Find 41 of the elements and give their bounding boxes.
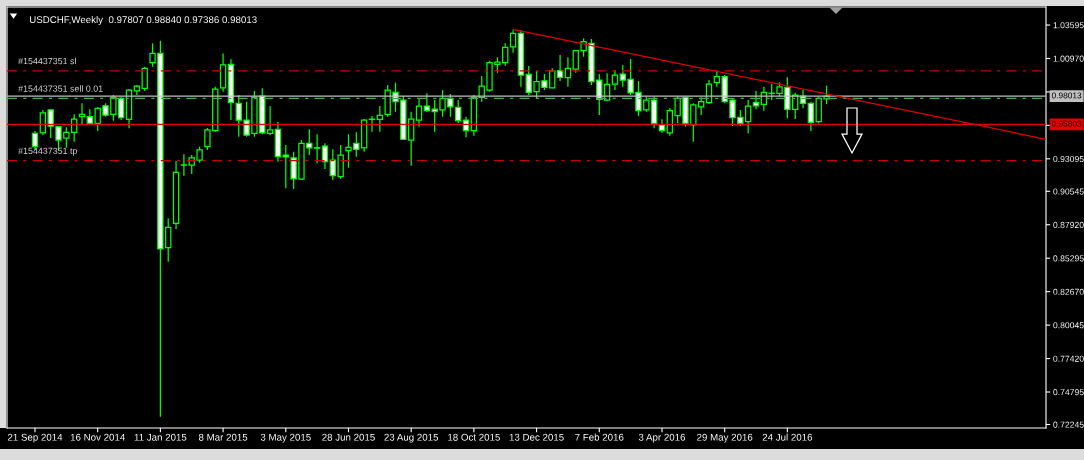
y-tick-label: 0.90545 <box>1053 188 1084 195</box>
x-tick-label: 16 Nov 2014 <box>70 433 125 441</box>
candlestick <box>180 153 188 177</box>
y-tick-label: 0.72245 <box>1053 421 1084 428</box>
x-tick-label: 21 Sep 2014 <box>7 433 63 443</box>
x-tick-label: 13 Dec 2015 <box>509 433 564 441</box>
x-tick-label: 3 May 2015 <box>260 433 311 443</box>
candlestick <box>219 52 227 93</box>
y-tick-label: 0.80045 <box>1053 322 1084 329</box>
candlestick <box>556 54 564 82</box>
y-tick-label: 1.00970 <box>1053 55 1084 62</box>
x-tick-label: 29 May 2016 <box>697 433 753 443</box>
x-tick-label: 28 Jun 2015 <box>322 433 375 441</box>
candlestick <box>376 105 384 133</box>
ref-line-label: #154437351 tp <box>18 147 78 156</box>
ref-line-label: #154437351 sell 0.01 <box>18 85 103 92</box>
y-tick-label: 0.87920 <box>1053 221 1084 228</box>
x-tick-label: 24 Jul 2016 <box>762 433 813 441</box>
candlestick <box>321 142 329 170</box>
x-tick-label: 11 Jan 2015 <box>134 433 187 441</box>
candlestick <box>368 115 376 133</box>
x-tick-label: 8 Mar 2015 <box>198 433 248 441</box>
candlestick <box>509 29 517 54</box>
ref-line-label: #154437351 sl <box>18 57 76 65</box>
x-tick-label: 18 Oct 2015 <box>448 433 500 441</box>
candlestick <box>415 97 423 128</box>
candlestick <box>611 69 619 91</box>
x-tick-label: 3 Apr 2016 <box>638 433 686 443</box>
text: USDCHF,Weekly 0.97807 0.98840 0.97386 0.98013 <box>29 15 257 25</box>
x-tick-label: 7 Feb 2016 <box>575 433 624 441</box>
y-tick-label: 0.74795 <box>1053 389 1084 396</box>
candlestick <box>266 105 274 136</box>
y-tick-label: 0.85295 <box>1053 255 1084 262</box>
y-tick-label: 0.93095 <box>1053 155 1084 163</box>
candlestick <box>455 99 462 124</box>
ref-line-label: 0.98013 <box>1051 92 1082 99</box>
y-tick-label: 0.82670 <box>1053 288 1084 295</box>
x-tick-label: 23 Aug 2015 <box>384 433 439 443</box>
ref-line-label: 0.95803 <box>1051 120 1082 127</box>
y-tick-label: 1.03595 <box>1053 22 1084 29</box>
y-tick-label: 0.77420 <box>1053 355 1084 362</box>
